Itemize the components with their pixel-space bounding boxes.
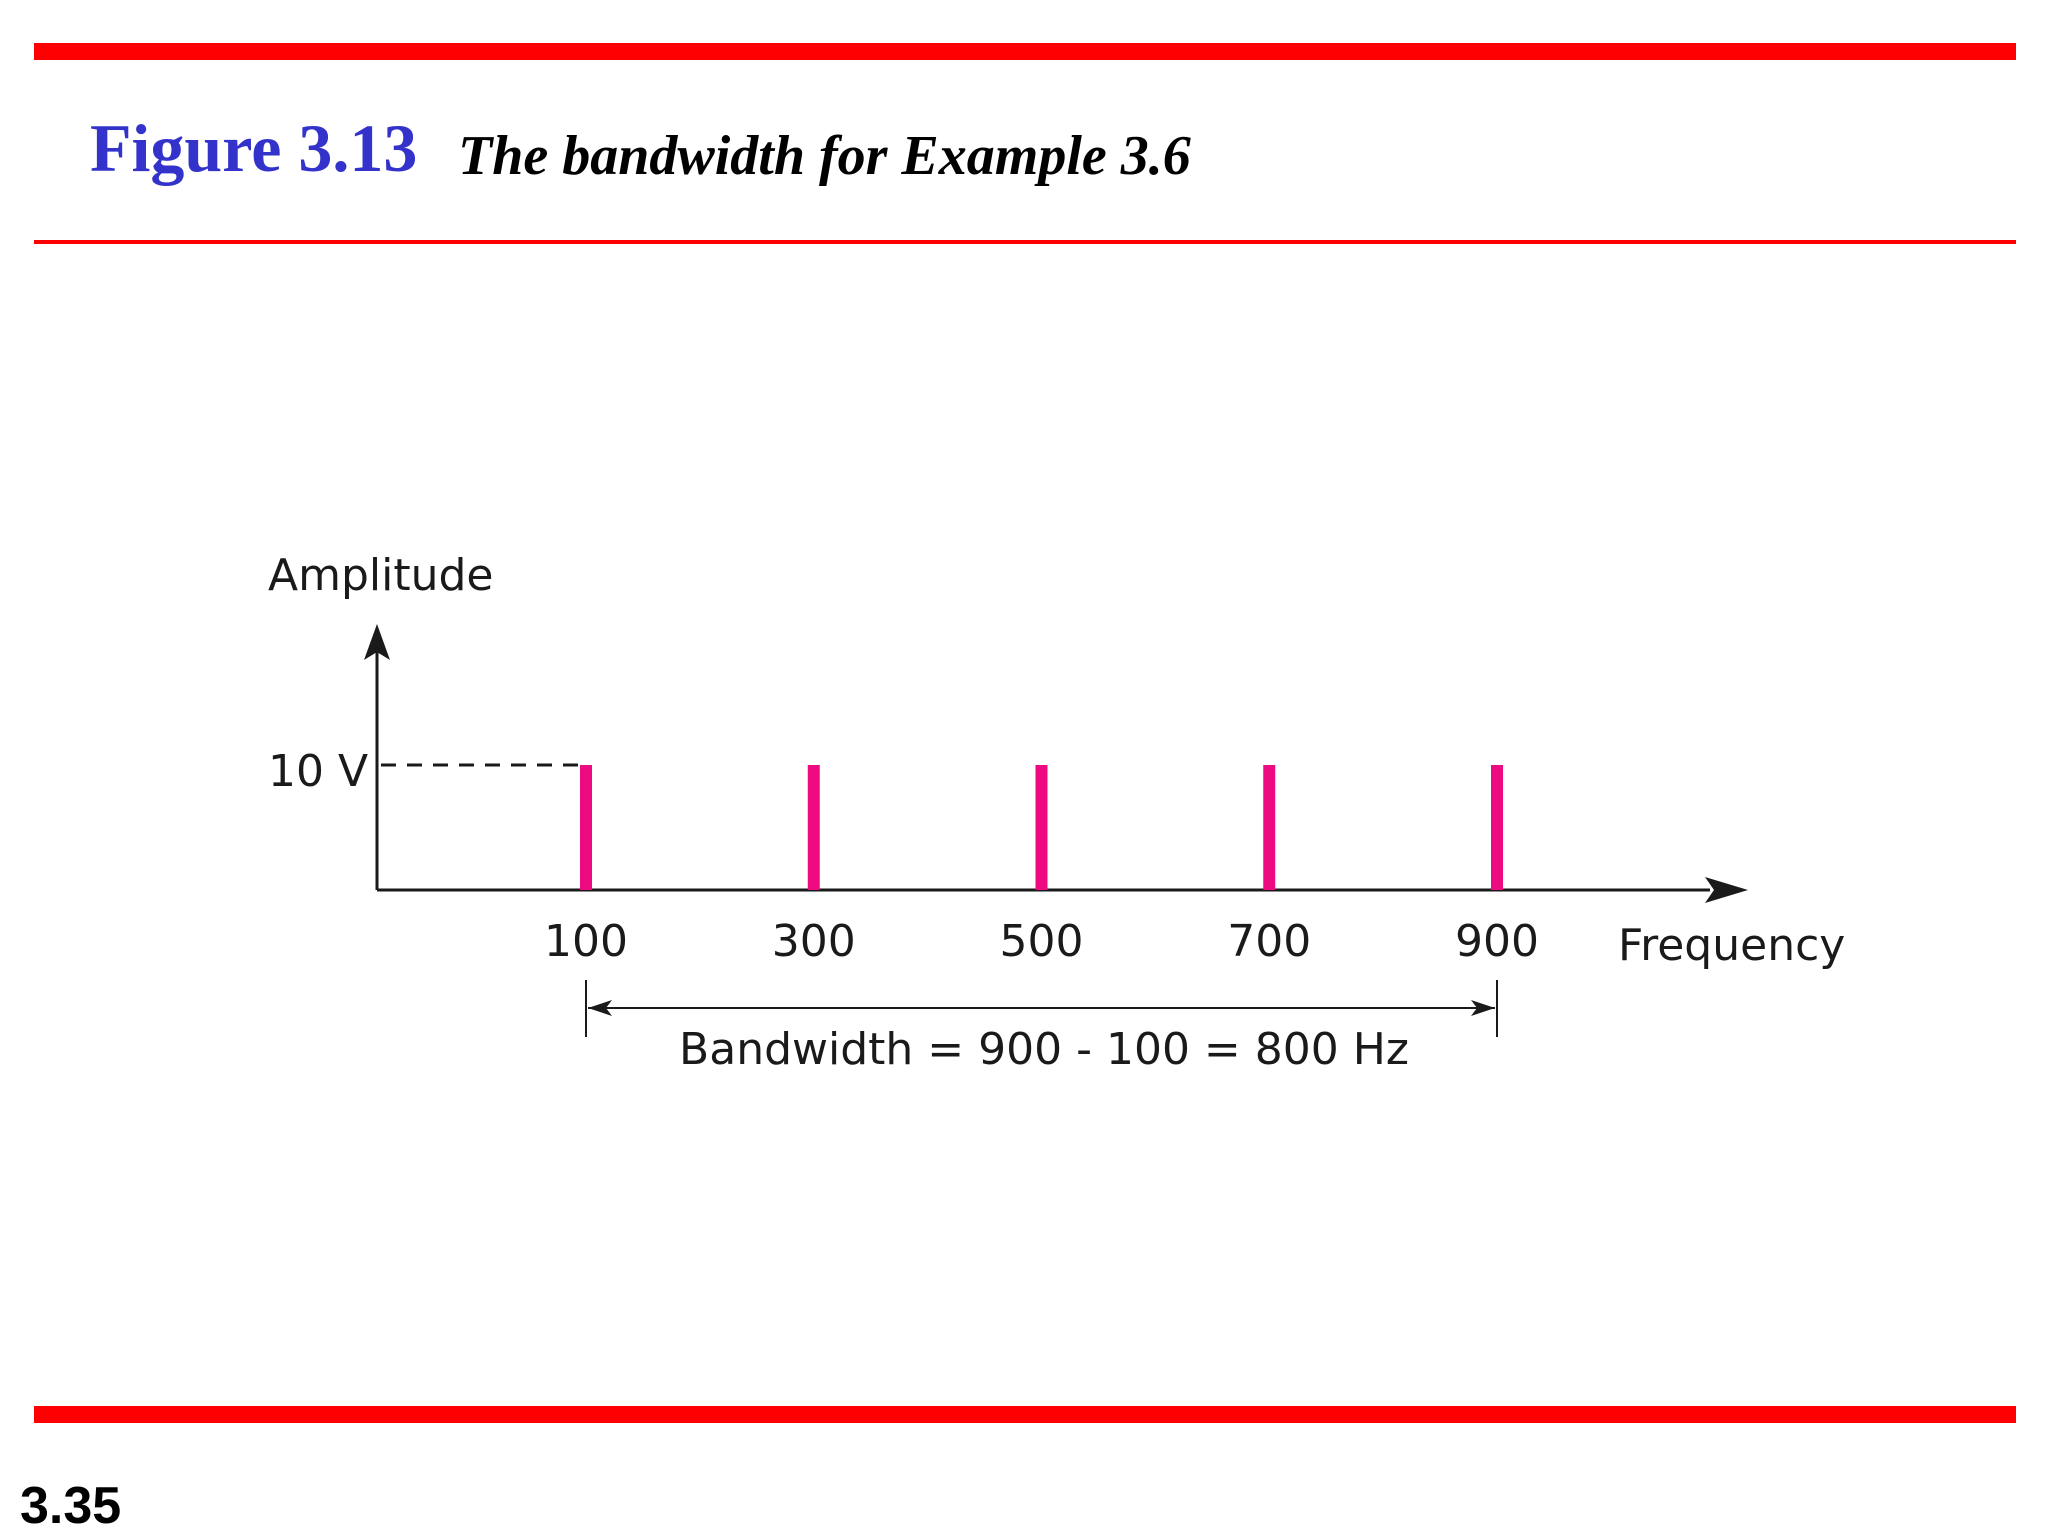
x-tick-label-300: 300 <box>772 916 856 967</box>
bandwidth-arrowhead-left <box>588 1000 612 1016</box>
x-axis-arrowhead <box>1705 877 1748 903</box>
figure-number: Figure 3.13 <box>90 110 418 186</box>
bar-700 <box>1263 765 1276 890</box>
y-axis-arrowhead <box>364 624 390 660</box>
bars-group <box>580 765 1503 890</box>
x-tick-label-900: 900 <box>1455 916 1539 967</box>
bar-100 <box>580 765 592 890</box>
bar-900 <box>1491 765 1503 890</box>
x-tick-label-700: 700 <box>1227 916 1311 967</box>
x-tick-labels-group: 100 300 500 700 900 <box>544 916 1539 967</box>
x-tick-label-500: 500 <box>1000 916 1084 967</box>
bar-300 <box>807 765 820 890</box>
figure-caption: The bandwidth for Example 3.6 <box>458 125 1191 187</box>
bandwidth-arrowhead-right <box>1471 1000 1495 1016</box>
y-tick-label: 10 V <box>268 746 368 797</box>
slide-number: 3.35 <box>20 1477 122 1535</box>
x-tick-label-100: 100 <box>544 916 628 967</box>
bar-500 <box>1035 765 1048 890</box>
top-red-rule <box>34 43 2016 60</box>
bandwidth-annotation: Bandwidth = 900 - 100 = 800 Hz <box>679 1024 1409 1075</box>
header-underline-rule <box>34 240 2016 244</box>
y-axis-label: Amplitude <box>268 550 493 601</box>
bottom-red-rule <box>34 1406 2016 1423</box>
x-axis-label: Frequency <box>1618 920 1845 971</box>
